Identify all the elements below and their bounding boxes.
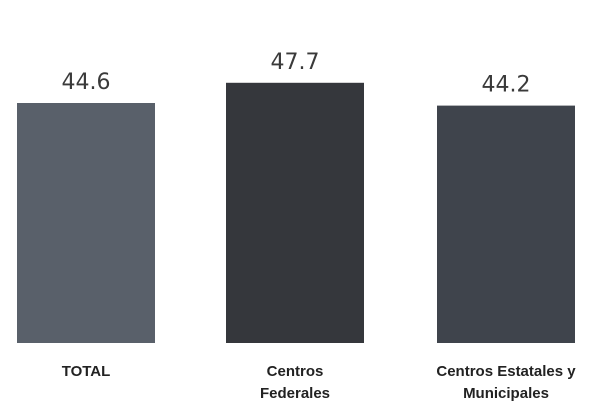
category-label-2: Centros Federales — [260, 363, 330, 402]
category-label-line: Centros Estatales y — [436, 363, 576, 380]
bar-3 — [437, 105, 575, 343]
bar-1 — [17, 103, 155, 343]
data-label-1: 44.6 — [62, 70, 111, 95]
data-label-3: 44.2 — [482, 73, 531, 98]
bar-2 — [226, 82, 364, 344]
category-label-line: Federales — [260, 385, 330, 402]
category-label-line: Municipales — [463, 385, 549, 402]
category-label-3: Centros Estatales y Municipales — [436, 363, 576, 402]
category-label-line: Centros — [267, 363, 324, 380]
category-label-1: TOTAL — [62, 363, 111, 380]
category-label-line: TOTAL — [62, 363, 111, 380]
data-label-2: 47.7 — [271, 50, 320, 75]
